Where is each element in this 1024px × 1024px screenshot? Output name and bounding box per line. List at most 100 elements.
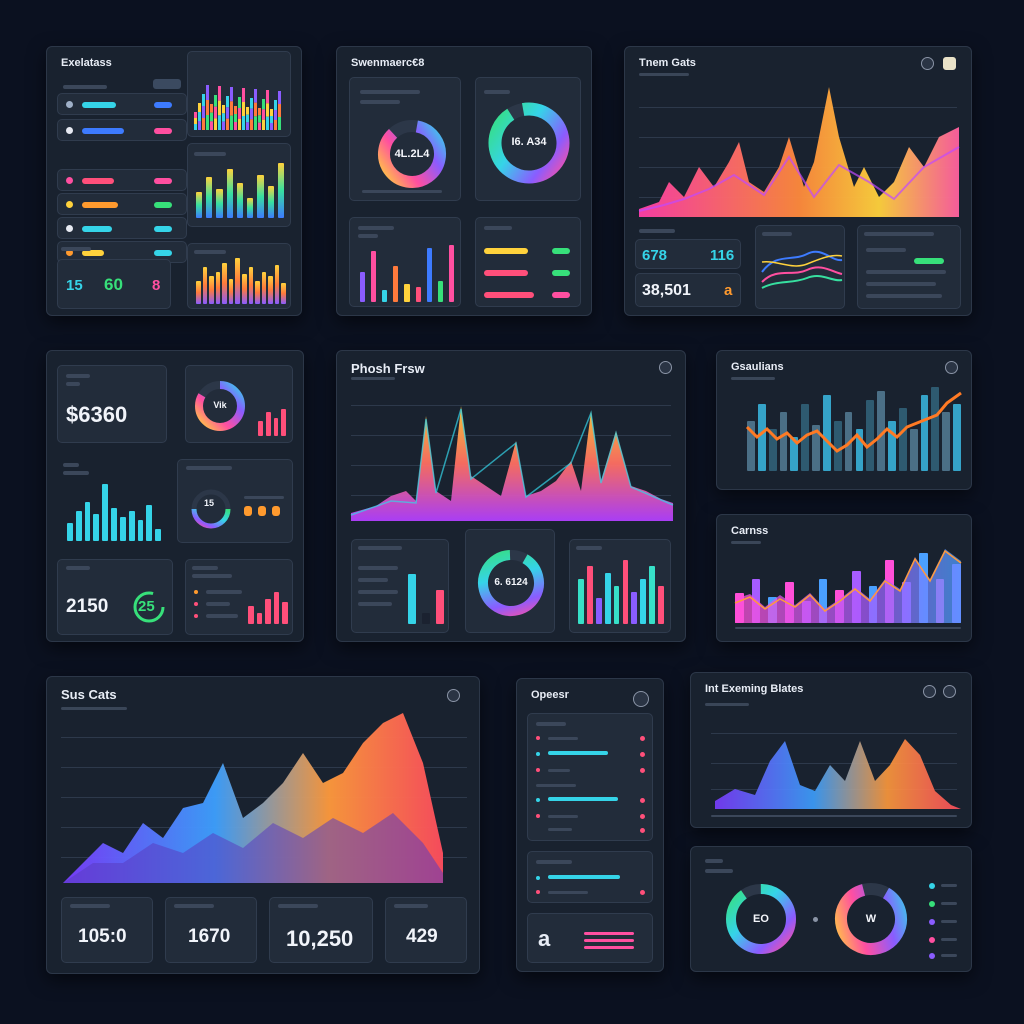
donut-card: Vik	[185, 365, 293, 443]
bar-chart	[196, 258, 286, 304]
chart-bar	[595, 598, 602, 624]
list-item[interactable]	[57, 119, 187, 141]
chart-bar	[268, 276, 273, 304]
chart-bar	[270, 116, 273, 123]
panel-overview: $6360 Vik 15 2150 25	[46, 350, 304, 642]
chart-bar	[206, 100, 209, 115]
donut-label: 4L.2L4	[394, 148, 430, 160]
donut-chart	[726, 884, 796, 954]
chart-bar	[67, 523, 73, 541]
chart-bar	[248, 267, 254, 304]
chart-bar	[222, 121, 225, 130]
chart-bar	[436, 590, 444, 624]
stats-card: 2150 25	[57, 559, 173, 635]
settings-icon[interactable]	[923, 685, 936, 698]
list-item[interactable]	[57, 217, 187, 239]
chart-bar	[262, 99, 265, 110]
panel-tnem-gats: Tnem Gats 678 116 38,501 a	[624, 46, 972, 316]
progress-card	[475, 217, 581, 307]
chart-bar	[258, 122, 261, 130]
chart-bar	[747, 420, 755, 471]
stat-value: 25	[138, 598, 155, 615]
chart-bar	[426, 248, 432, 302]
chart-card	[187, 143, 291, 227]
stat-value: 10,250	[286, 926, 354, 951]
chart-bar	[234, 106, 237, 114]
chart-bar	[218, 115, 221, 130]
chart-bar	[210, 104, 213, 113]
avatar	[66, 201, 73, 208]
square-icon[interactable]	[943, 57, 956, 70]
chart-bar	[265, 412, 271, 436]
money-card: $6360	[57, 365, 167, 443]
bar-card	[351, 539, 449, 633]
chart-bar	[216, 189, 223, 218]
chart-bar	[218, 86, 221, 101]
list-item[interactable]	[57, 169, 187, 191]
circle-menu-icon[interactable]	[633, 691, 649, 707]
chart-bar	[235, 258, 240, 304]
chart-bar	[281, 283, 286, 304]
chart-bar	[194, 112, 197, 118]
action-card[interactable]: a	[527, 913, 653, 963]
chart-bar	[658, 585, 664, 624]
chart-bar	[238, 108, 241, 119]
gauge-chart	[191, 489, 231, 529]
list-item[interactable]	[57, 93, 187, 115]
chart-bar	[953, 403, 961, 471]
chart-bar	[267, 186, 274, 218]
chart-bar	[206, 115, 209, 130]
stat-value: 105:0	[78, 926, 127, 947]
chart-bar	[146, 505, 153, 541]
chart-bar	[119, 517, 126, 541]
chart-bar	[586, 566, 593, 624]
connector-icon	[813, 917, 818, 922]
list-card	[57, 77, 217, 287]
chart-card	[187, 51, 291, 137]
chart-bar	[437, 281, 443, 302]
panel-int-exeming-blates: Int Exeming Blates	[690, 672, 972, 828]
chart-bar	[768, 429, 777, 471]
chart-bar	[273, 591, 280, 624]
multi-line-chart	[761, 250, 843, 289]
list-item[interactable]	[57, 193, 187, 215]
chart-bar	[278, 104, 281, 117]
area-chart	[350, 406, 674, 521]
chart-bar	[422, 612, 430, 624]
circle-menu-icon[interactable]	[447, 689, 460, 702]
chart-bar	[757, 403, 766, 471]
circle-menu-icon[interactable]	[921, 57, 934, 70]
donut-card: 6. 6124	[465, 529, 555, 633]
stat-value: 15	[204, 498, 215, 508]
circle-menu-icon[interactable]	[945, 361, 958, 374]
chart-bar	[649, 566, 656, 624]
chart-bar	[604, 572, 611, 624]
donut-chart	[835, 883, 907, 955]
line-chart	[745, 391, 962, 453]
chart-bar	[214, 106, 217, 119]
panel-exelatass: Exelatass	[46, 46, 302, 316]
chart-bar	[415, 287, 421, 302]
chart-bar	[265, 598, 271, 624]
chart-bar	[613, 585, 620, 624]
stat-value: 678	[642, 247, 668, 264]
donut-label: EO	[753, 913, 769, 925]
list-filter-button[interactable]	[153, 79, 181, 89]
circle-menu-icon[interactable]	[659, 361, 672, 374]
chart-bar	[242, 274, 247, 304]
bar-card	[349, 217, 461, 307]
bar-chart	[196, 160, 284, 218]
chart-bar	[194, 118, 197, 124]
panel-title: Opeesr	[531, 689, 569, 701]
chart-bar	[234, 122, 237, 130]
chart-bar	[84, 502, 91, 541]
stat-card: 1670	[165, 897, 257, 963]
panel-operations: Opeesr a	[516, 678, 664, 972]
chart-bar	[254, 116, 257, 130]
chart-bar	[818, 578, 828, 623]
circle-menu-icon[interactable]	[943, 685, 956, 698]
chart-bar	[226, 118, 229, 130]
chart-bar	[393, 266, 399, 302]
chart-bar	[246, 114, 249, 123]
chart-bar	[274, 264, 280, 304]
